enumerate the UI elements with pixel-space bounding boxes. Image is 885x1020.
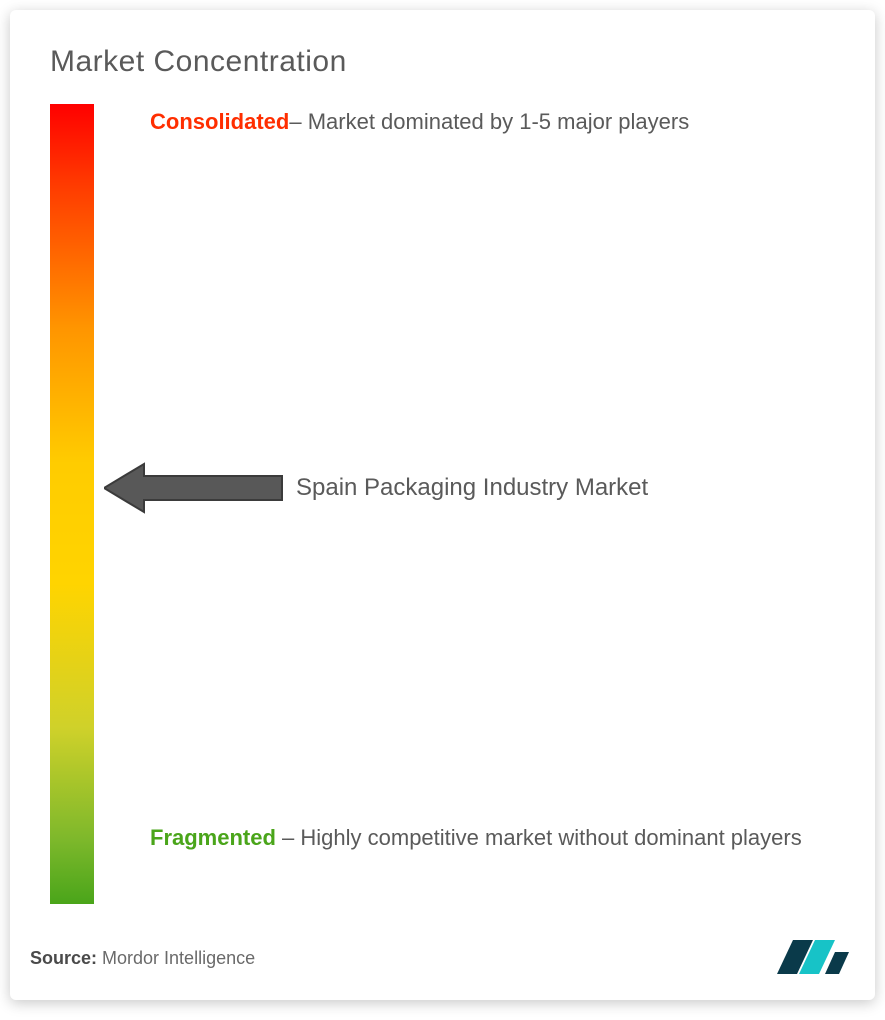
source-label: Source: <box>30 948 97 968</box>
source-value: Mordor Intelligence <box>97 948 255 968</box>
arrow-left-shape <box>104 464 282 512</box>
mi-logo <box>769 934 855 982</box>
fragmented-desc: – Highly competitive market without domi… <box>276 825 802 850</box>
footer: Source: Mordor Intelligence <box>30 934 855 982</box>
infographic-card: Market Concentration Consolidated– Marke… <box>10 10 875 1000</box>
consolidated-term: Consolidated <box>150 109 289 134</box>
fragmented-term: Fragmented <box>150 825 276 850</box>
consolidated-label-block: Consolidated– Market dominated by 1-5 ma… <box>150 98 835 146</box>
fragmented-label-block: Fragmented – Highly competitive market w… <box>150 814 835 862</box>
chart-content: Consolidated– Market dominated by 1-5 ma… <box>50 104 845 924</box>
concentration-gradient-bar <box>50 104 94 904</box>
chart-title: Market Concentration <box>50 45 845 79</box>
source-text: Source: Mordor Intelligence <box>30 948 255 969</box>
market-name: Spain Packaging Industry Market <box>296 474 648 502</box>
arrow-left-icon <box>104 458 284 518</box>
consolidated-desc: – Market dominated by 1-5 major players <box>289 109 689 134</box>
market-marker: Spain Packaging Industry Market <box>104 458 648 518</box>
mi-logo-icon <box>769 934 855 982</box>
mi-logo-right <box>825 952 849 974</box>
